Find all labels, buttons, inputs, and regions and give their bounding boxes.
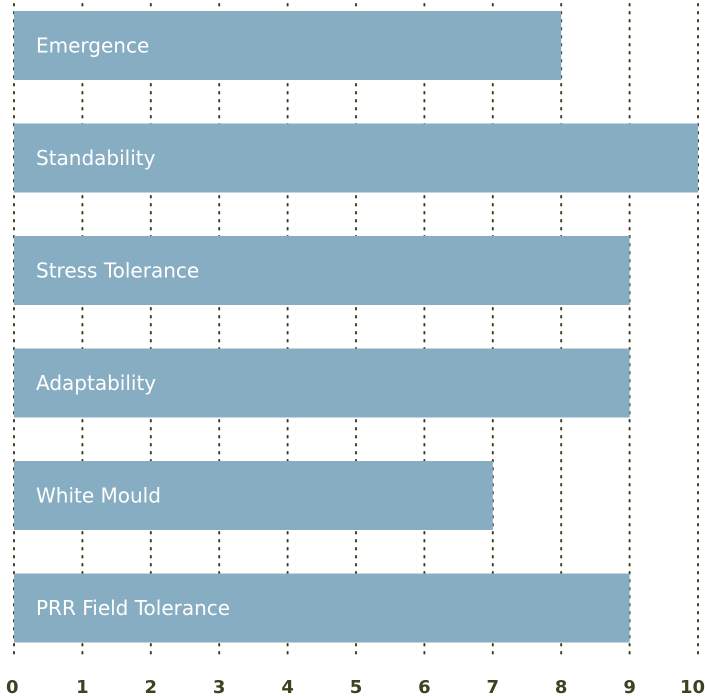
x-tick-label-1: 1 <box>76 677 89 696</box>
bar-labels: Emergence Standability Stress Tolerance Ada… <box>36 34 230 621</box>
bar-label-adaptability: Adaptability <box>36 371 156 395</box>
bar-adaptability <box>14 348 630 418</box>
x-tick-label-5: 5 <box>350 677 363 696</box>
bar-label-white-mould: White Mould <box>36 484 161 508</box>
x-tick-label-3: 3 <box>213 677 226 696</box>
x-tick-label-4: 4 <box>281 677 294 696</box>
x-tick-label-7: 7 <box>487 677 500 696</box>
x-tick-label-0: 0 <box>6 677 19 696</box>
bars <box>14 11 698 643</box>
x-tick-label-10: 10 <box>680 677 705 696</box>
gridlines <box>13 3 699 659</box>
bar-stress-tolerance <box>14 236 630 305</box>
bar-emergence <box>14 11 562 80</box>
bar-white-mould <box>14 461 493 530</box>
x-tick-label-8: 8 <box>555 677 568 696</box>
bar-prr-field-tolerance <box>14 573 630 643</box>
bar-label-prr-field-tolerance: PRR Field Tolerance <box>36 596 230 620</box>
bar-standability <box>14 123 698 193</box>
bar-label-stress-tolerance: Stress Tolerance <box>36 259 199 283</box>
x-tick-label-2: 2 <box>145 677 158 696</box>
bar-label-standability: Standability <box>36 146 156 170</box>
x-tick-label-6: 6 <box>418 677 431 696</box>
x-tick-label-9: 9 <box>623 677 636 696</box>
x-axis-ticks: 0 1 2 3 4 5 6 7 8 9 10 <box>6 677 705 696</box>
bar-label-emergence: Emergence <box>36 34 149 58</box>
